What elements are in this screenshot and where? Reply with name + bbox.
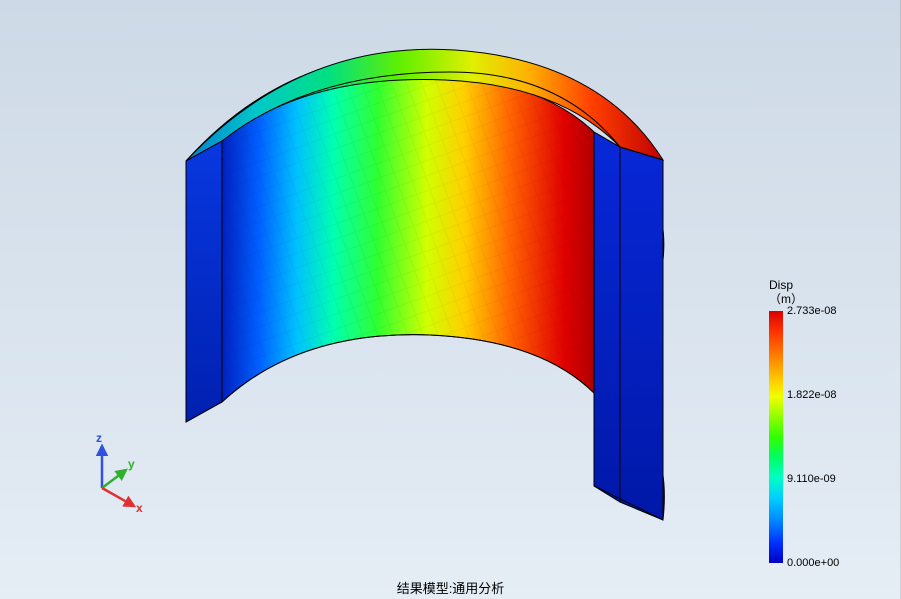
orientation-triad[interactable]: z y x: [72, 428, 162, 518]
inner-wall-mesh: [222, 75, 594, 402]
result-model-label: 结果模型:通用分析: [0, 578, 901, 597]
cut-face-left: [186, 141, 222, 422]
axis-z-label: z: [96, 431, 102, 445]
legend-title: Disp （m）: [769, 278, 879, 307]
color-legend: Disp （m） 2.733e-08 1.822e-08 9.110e-09 0…: [769, 278, 879, 563]
cut-face-right: [594, 132, 663, 520]
legend-ticks: 2.733e-08 1.822e-08 9.110e-09 0.000e+00: [787, 311, 879, 563]
viewport-3d[interactable]: z y x Disp （m） 2.733e-08 1.822e-08 9.110…: [0, 0, 901, 599]
legend-tick-1: 9.110e-09: [787, 473, 836, 485]
axis-x-label: x: [136, 501, 143, 515]
axis-y-label: y: [128, 457, 135, 471]
legend-bar: [769, 311, 783, 563]
legend-tick-max: 2.733e-08: [787, 305, 837, 317]
legend-tick-2: 1.822e-08: [787, 389, 837, 401]
legend-tick-min: 0.000e+00: [787, 557, 839, 569]
legend-title-line1: Disp: [769, 278, 793, 292]
